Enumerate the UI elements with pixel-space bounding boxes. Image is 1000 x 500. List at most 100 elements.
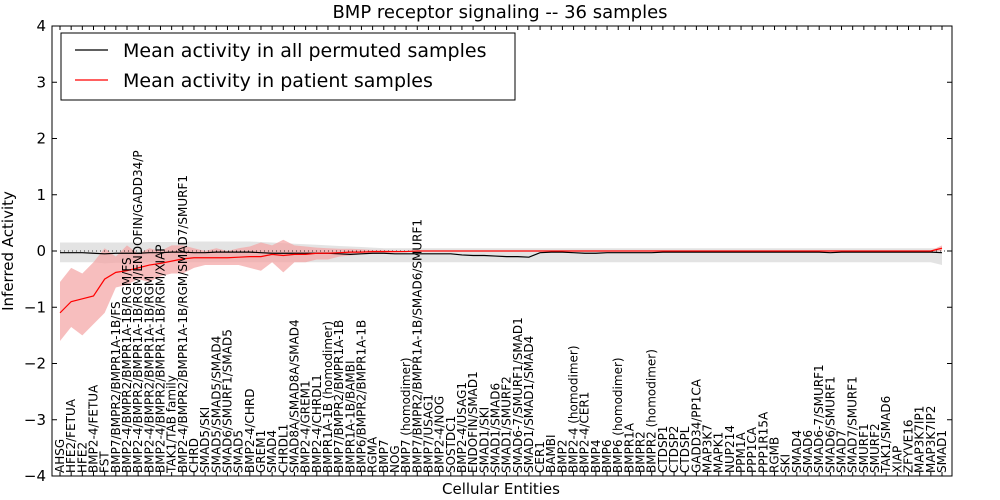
category-label: TAK1/TAB family [165,375,179,474]
category-label: BMP2-4/BMPR2/BMPR1A-1B/RGM [142,276,156,473]
category-label: SMAD6-7/SMURF1/SMAD1 [511,317,525,473]
category-label: SMAD6 [801,430,815,473]
series-line-0 [60,251,943,258]
y-axis-label: Inferred Activity [0,191,17,311]
category-label: ENDOFIN/SMAD1 [466,371,480,473]
category-label: BMP7/BMPR2/BMPR1A-1B/FS [109,301,123,473]
category-label: MAP3K7IP1 [913,406,927,473]
category-label: BMP2-4/CHRDL1 [310,374,324,473]
category-label: HFE2 [75,442,89,473]
category-label: XIAP [890,446,904,473]
category-label: BMP7/BMPR2/BMPR1A-1B/SMAD6/SMURF1 [410,219,424,473]
y-tick-label: 3 [36,73,46,91]
category-label: RGMA [366,436,380,473]
category-label: NOG [388,445,402,473]
category-label: BMP2 [555,440,569,473]
axes: −4 −3 −2 −1 0 1 2 3 4 [24,17,952,485]
category-label: BMP6 (homodimer) [611,357,625,473]
category-label: BMP2-4/CER1 [578,392,592,473]
category-label: SMAD1/SMAD1/SMAD4 [522,336,536,473]
category-label: BAMBI [544,434,558,473]
category-label: BMP4 [589,440,603,473]
legend-box [60,32,516,101]
category-label: PPP1R15A [756,411,770,473]
category-label: BMP2-4/CHRD [243,389,257,473]
category-label: BMP6/BMPR2/BMPR1A-1B [354,320,368,473]
category-label: BMP7/USAG1 [421,394,435,473]
category-label: PPM1A [734,432,748,473]
series-band-1 [60,239,942,341]
category-label: SMAD1/SKI [477,407,491,473]
category-label: BMP7/BMPR2/BMPR1A-1B [332,320,346,473]
category-label: SMAD1/SMAD6 [488,383,502,473]
y-tick-label: 1 [36,186,46,204]
category-label: CTDSP2 [667,426,681,473]
category-label: BMP2-4/GREM1 [299,380,313,473]
category-label: CHRDL1 [276,424,290,473]
y-tick-label: 2 [36,130,46,148]
category-label: BMPR2 [634,431,648,473]
category-label: SMURF1 [857,423,871,473]
category-label: FST [98,451,112,473]
category-label: NUP214 [723,425,737,473]
category-label: BMPR1A-1B/BAMBI [343,360,357,473]
category-label: PPP1CA [745,426,759,473]
category-label: BMP6 [600,440,614,473]
category-label: BMP7 [377,440,391,473]
y-tick-label: −3 [24,411,46,429]
category-label: SKI [779,454,793,473]
category-label: CTDSPL [678,426,692,473]
chart-title: BMP receptor signaling -- 36 samples [332,2,667,23]
legend: Mean activity in all permuted samples Me… [60,32,516,101]
series-line-1 [59,247,943,314]
y-tick-label: −4 [24,467,46,485]
category-label: SMAD4 [790,430,804,473]
category-label: BMP2-4/USAG1 [455,382,469,473]
category-label: AHSG [53,439,67,473]
category-label: SMAD5 [232,430,246,473]
y-tick-label: 4 [36,17,46,35]
category-label: BMP2-4/BMPR2/BMPR1A-1B/RGM/SMAD7/SMURF1 [176,175,190,473]
category-label: SMAD4 [265,430,279,473]
category-label: SMAD6-7/SMURF1 [812,364,826,473]
category-label: BMP2-4/BMPR2/BMPR1A-1B/RGM/ENDOFIN/GADD3… [131,150,145,473]
plot-area [52,239,952,341]
y-tick-label: −1 [24,298,46,316]
category-label: MAP3K7 [701,424,715,473]
category-label: ZFYVE16 [902,419,916,473]
category-label: MAPK1 [712,432,726,473]
category-label: SMAD8A/SMAD8A/SMAD4 [287,319,301,473]
category-label: SMURF2 [868,423,882,473]
category-label: CTDSP1 [656,426,670,473]
category-label: SMAD7/SMURF1 [846,376,860,473]
category-label: BMP2-4/NOG [433,396,447,473]
category-label: BMPR1A [622,422,636,473]
category-label: GREM1 [254,430,268,473]
category-label: BMPR1A-1B (homodimer) [321,321,335,473]
category-label: MAP3K7IP2 [924,406,938,473]
category-label: SMAD6/SMURF1/SMAD5 [220,329,234,473]
category-label: TAK1/SMAD6 [879,396,893,474]
category-label: SOSTDC1 [444,416,458,473]
x-axis-label: Cellular Entities [442,480,560,498]
category-label: CHRD [187,438,201,473]
category-labels: AHSGHFE2/FETUAHFE2BMP2-4/FETUAFSTBMP7/BM… [53,150,949,474]
category-label: BMP2-4/BMPR2/BMPR1A-1B/RGM/XIAP [153,244,167,473]
category-label: SMAD5/SMAD5/SMAD4 [209,336,223,473]
category-label: CER1 [533,441,547,473]
category-label: BMPR2 (homodimer) [645,349,659,473]
legend-label-patient: Mean activity in patient samples [123,70,433,92]
category-label: HFE2/FETUA [64,398,78,473]
category-label: SMAD5/SKI [198,407,212,473]
category-label: GADD34/PP1CA [689,378,703,473]
category-label: BMP2-4/BMPR2/BMPR1A-1B/RGM/FS [120,257,134,473]
category-label: SMAD1 [935,430,949,473]
y-tick-label: −2 [24,355,46,373]
category-label: BMP2-4 (homodimer) [567,345,581,473]
legend-label-permuted: Mean activity in all permuted samples [123,40,486,62]
category-label: BMP2-4/FETUA [86,384,100,473]
category-label: RGMB [768,437,782,473]
category-label: SMAD7 [835,430,849,473]
category-label: SMAD1/SMURF2 [500,376,514,473]
